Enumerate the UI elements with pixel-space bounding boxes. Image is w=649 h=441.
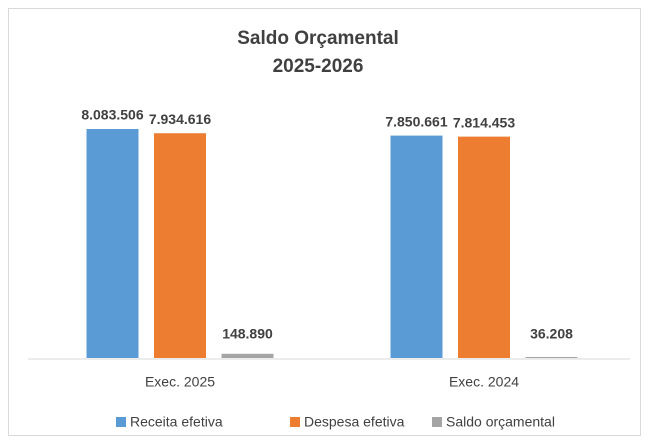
value-label: 8.083.506 (81, 107, 143, 123)
bar (221, 353, 274, 358)
value-label: 148.890 (222, 326, 273, 342)
chart-title: Saldo Orçamental (237, 28, 399, 49)
legend-swatch (432, 417, 442, 427)
x-tick-label: Exec. 2024 (449, 374, 519, 390)
legend-swatch (290, 417, 300, 427)
x-tick-label: Exec. 2025 (145, 374, 215, 390)
value-label: 7.850.661 (385, 113, 447, 129)
bar (458, 136, 510, 358)
chart-subtitle: 2025-2026 (273, 56, 364, 77)
value-label: 7.934.616 (149, 111, 211, 127)
value-label: 36.208 (530, 326, 573, 342)
bar (154, 133, 206, 358)
legend-label: Saldo orçamental (446, 414, 555, 430)
value-label: 7.814.453 (453, 114, 515, 130)
bar (390, 135, 443, 358)
legend-label: Receita efetiva (130, 414, 223, 430)
bar (525, 356, 578, 358)
bar (86, 129, 139, 358)
legend-swatch (116, 417, 126, 427)
legend-label: Despesa efetiva (304, 414, 405, 430)
